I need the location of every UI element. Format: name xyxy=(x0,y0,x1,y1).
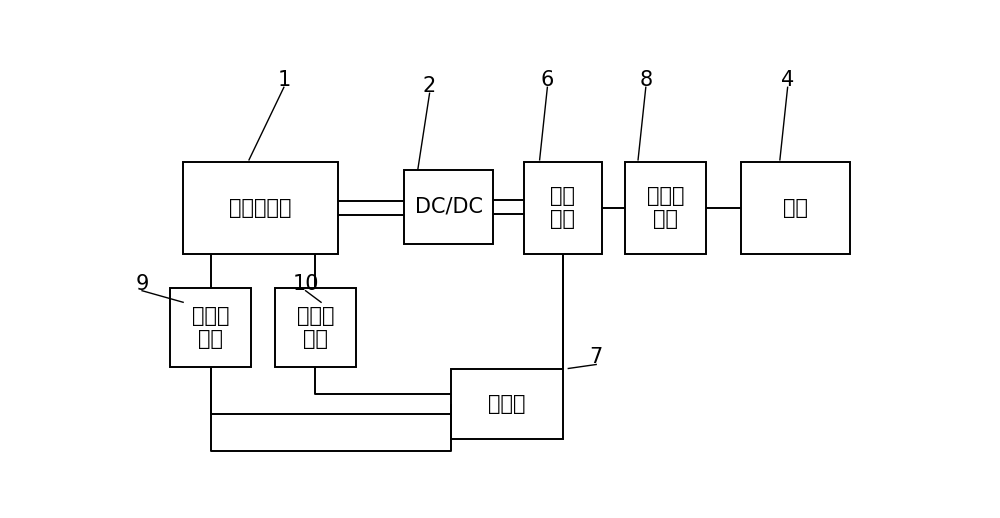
Bar xyxy=(170,287,251,367)
Text: 2: 2 xyxy=(423,76,436,96)
Bar xyxy=(741,162,850,254)
Text: 1: 1 xyxy=(277,70,290,90)
Text: DC/DC: DC/DC xyxy=(415,197,483,217)
Text: 4: 4 xyxy=(781,70,794,90)
Text: 控制器: 控制器 xyxy=(488,394,525,414)
Text: 限流
电路: 限流 电路 xyxy=(550,186,575,229)
Text: 燃料电池堆: 燃料电池堆 xyxy=(229,198,292,218)
Text: 8: 8 xyxy=(639,70,652,90)
Text: 9: 9 xyxy=(135,274,149,294)
Text: 温度传
感器: 温度传 感器 xyxy=(192,306,229,349)
Text: 7: 7 xyxy=(590,347,603,367)
Text: 负载: 负载 xyxy=(783,198,808,218)
Text: 10: 10 xyxy=(292,274,319,294)
Bar xyxy=(450,369,563,439)
Bar xyxy=(275,287,356,367)
Text: 6: 6 xyxy=(541,70,554,90)
Text: 电流传
感器: 电流传 感器 xyxy=(647,186,684,229)
Bar xyxy=(404,170,493,243)
Text: 电压传
感器: 电压传 感器 xyxy=(297,306,334,349)
Bar xyxy=(625,162,706,254)
Bar xyxy=(524,162,602,254)
Bar xyxy=(183,162,338,254)
